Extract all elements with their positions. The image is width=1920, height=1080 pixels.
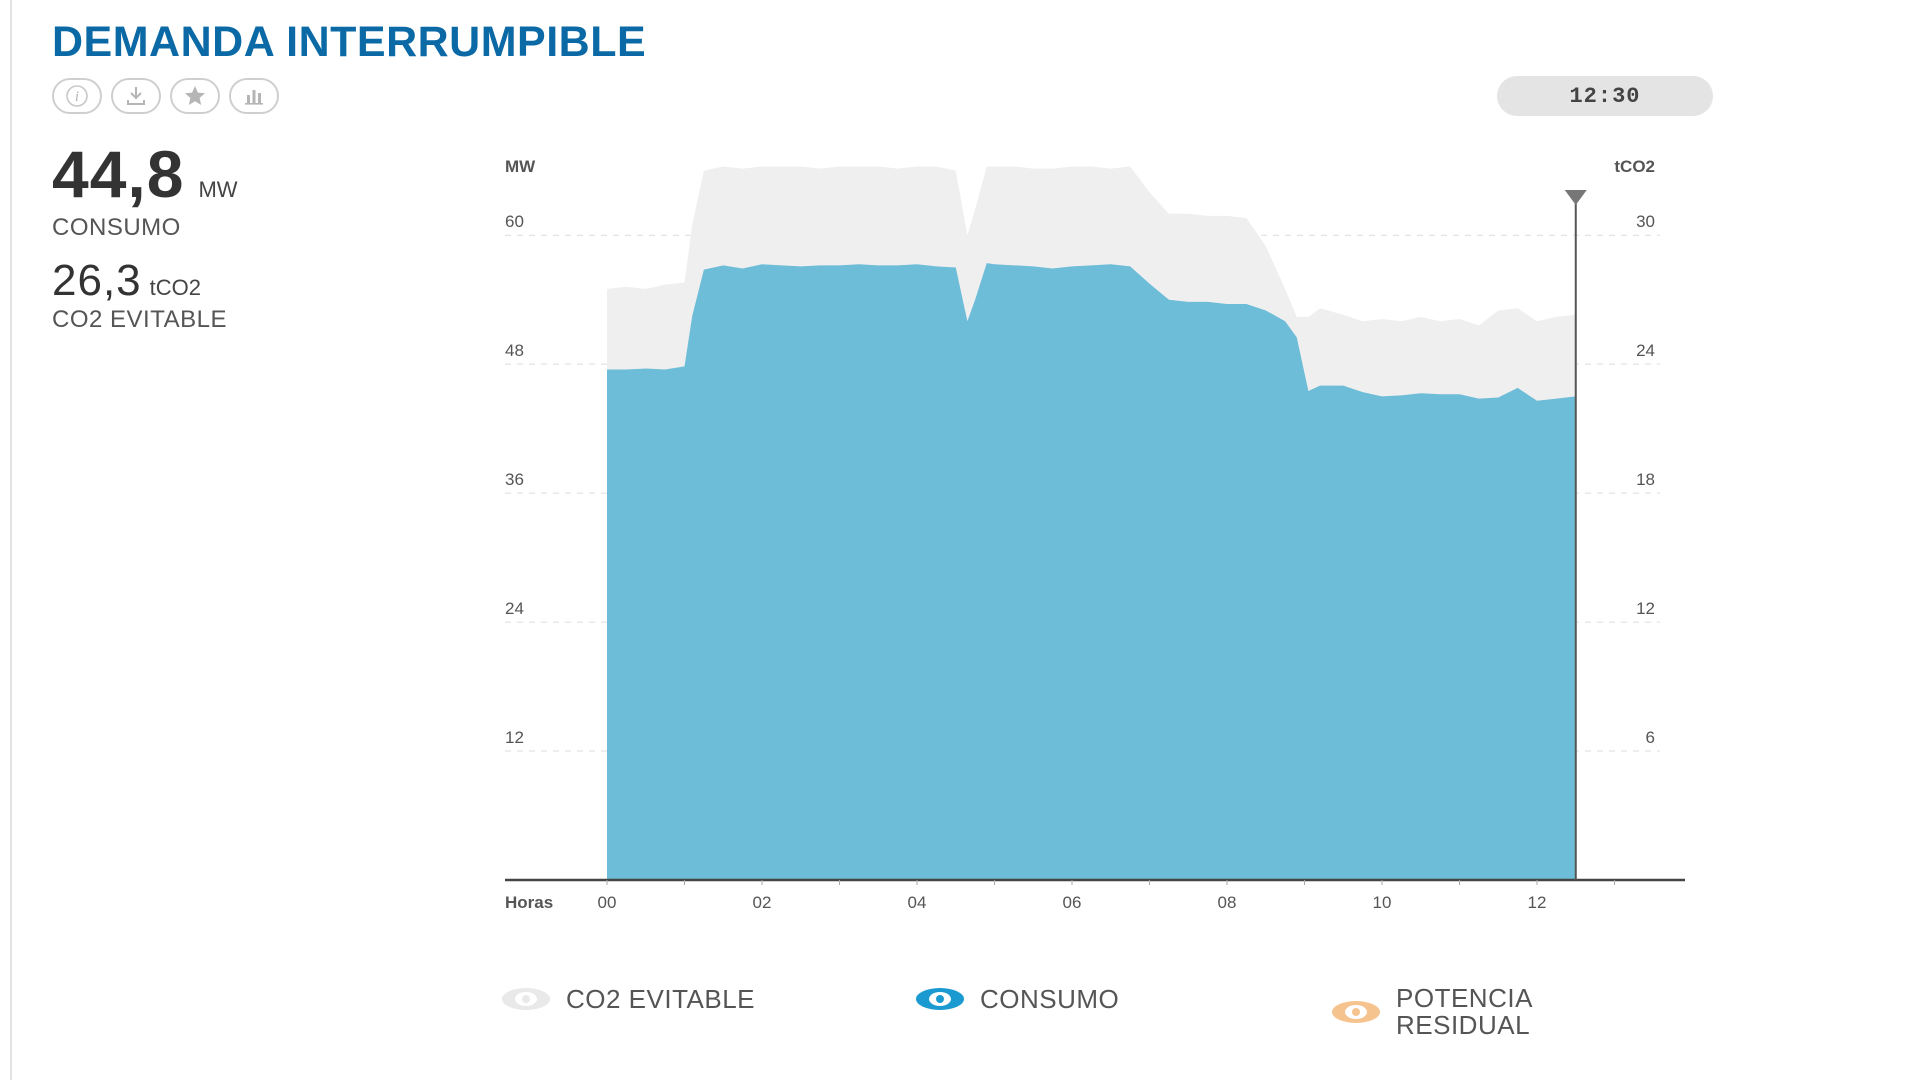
x-tick-label: 10 (1373, 893, 1392, 912)
y-tick-label-left: 12 (505, 728, 524, 747)
x-tick-label: 12 (1528, 893, 1547, 912)
y-tick-label-left: 60 (505, 212, 524, 231)
legend-consumo[interactable]: CONSUMO (914, 985, 1119, 1013)
legend-consumo-label: CONSUMO (980, 986, 1119, 1013)
y-tick-label-right: 30 (1636, 212, 1655, 231)
y-tick-label-left: 48 (505, 341, 524, 360)
x-axis-label: Horas (505, 893, 553, 912)
y-axis-label-right: tCO2 (1614, 157, 1655, 176)
y-tick-label-right: 18 (1636, 470, 1655, 489)
x-tick-label: 04 (908, 893, 927, 912)
x-tick-label: 08 (1218, 893, 1237, 912)
x-tick-label: 02 (753, 893, 772, 912)
legend-potencia-label: POTENCIA RESIDUAL (1396, 985, 1533, 1039)
time-cursor-marker (1565, 190, 1587, 205)
x-tick-label: 00 (598, 893, 617, 912)
y-tick-label-right: 6 (1646, 728, 1655, 747)
y-tick-label-right: 24 (1636, 341, 1655, 360)
legend-co2[interactable]: CO2 EVITABLE (500, 985, 755, 1013)
legend-potencia[interactable]: POTENCIA RESIDUAL (1330, 985, 1533, 1039)
y-tick-label-left: 24 (505, 599, 524, 618)
legend-potencia-line1: POTENCIA (1396, 985, 1533, 1012)
x-tick-label: 06 (1063, 893, 1082, 912)
eye-icon (914, 985, 966, 1013)
y-tick-label-left: 36 (505, 470, 524, 489)
eye-icon (500, 985, 552, 1013)
areas (607, 166, 1576, 880)
eye-icon (1330, 998, 1382, 1026)
legend-potencia-line2: RESIDUAL (1396, 1012, 1533, 1039)
y-axis-label-left: MW (505, 157, 536, 176)
legend-co2-label: CO2 EVITABLE (566, 986, 755, 1013)
y-tick-label-right: 12 (1636, 599, 1655, 618)
